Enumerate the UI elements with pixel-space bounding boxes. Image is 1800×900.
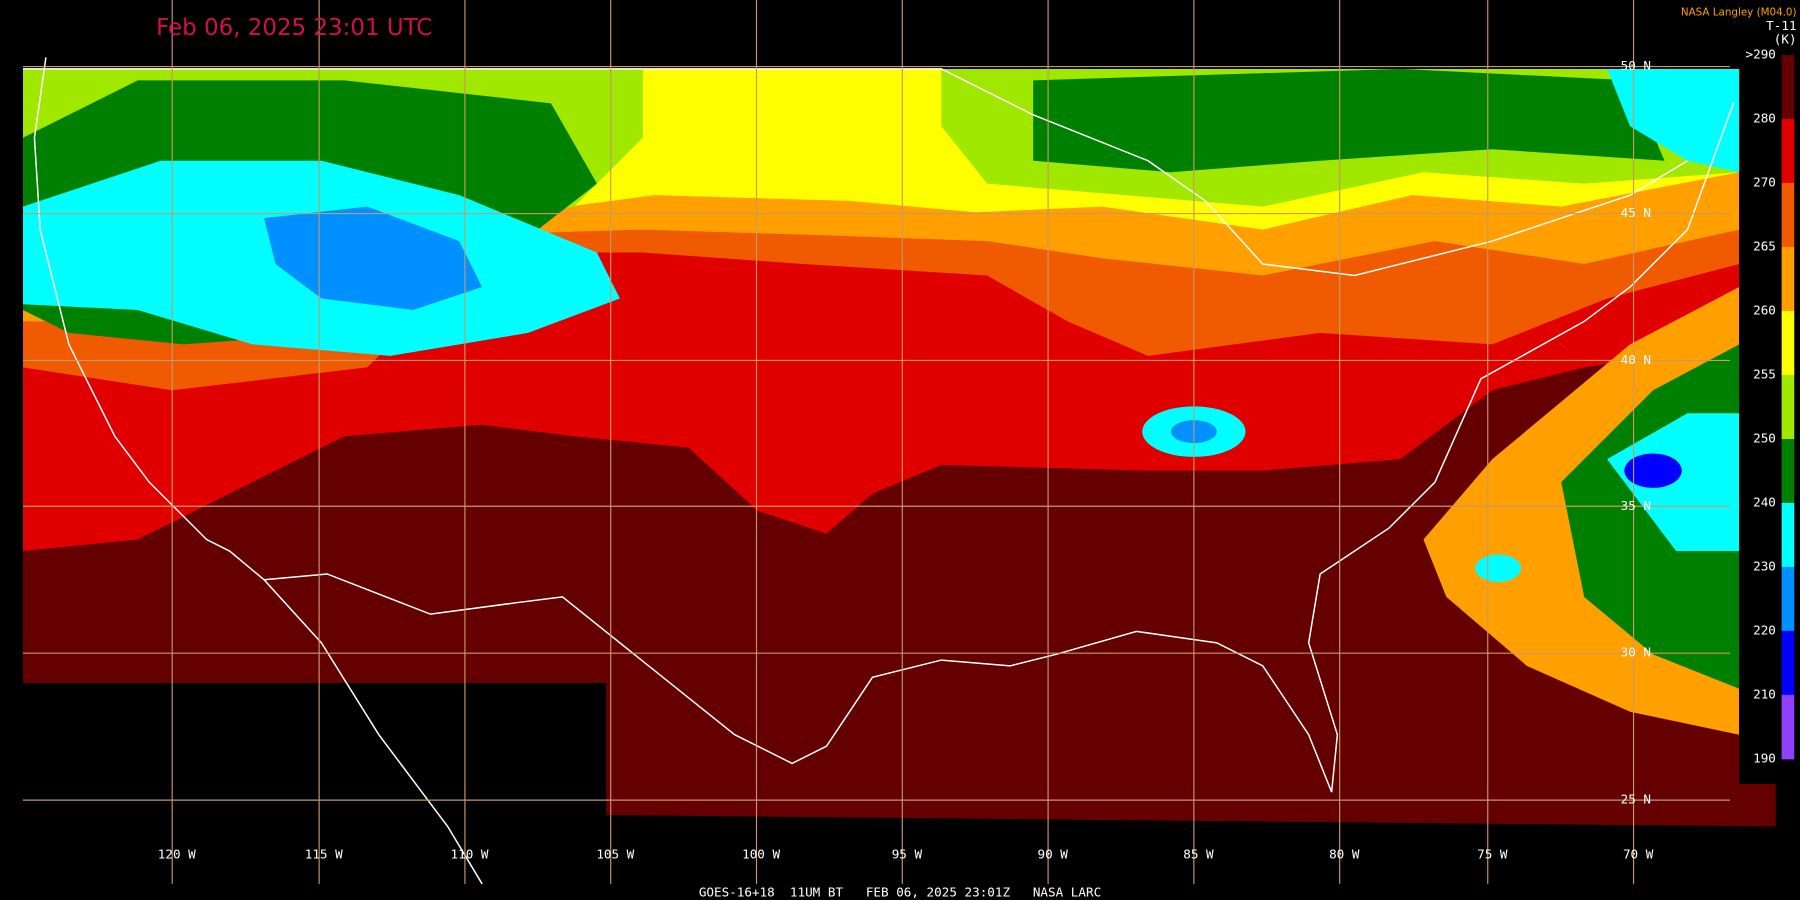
latitude-label: 40 N [1621, 352, 1651, 367]
credit: NASA Langley (M04.0) [1681, 7, 1797, 19]
colorbar-segment [1781, 183, 1795, 248]
border [263, 103, 1735, 793]
latitude-label: 45 N [1621, 205, 1651, 220]
longitude-label: 85 W [1183, 847, 1214, 862]
latitude-label: 50 N [1621, 58, 1651, 73]
longitude-label: 120 W [158, 847, 196, 862]
colorbar-label: 220 [1753, 622, 1776, 637]
longitude-label: 75 W [1477, 847, 1508, 862]
colorbar-segment [1781, 694, 1795, 760]
colorbar-label: 240 [1753, 494, 1776, 509]
longitude-label: 100 W [742, 847, 780, 862]
blue-area [1624, 453, 1682, 488]
longitude-label: 105 W [596, 847, 634, 862]
longitude-label: 90 W [1037, 847, 1068, 862]
border [22, 68, 1688, 277]
colorbar-segment [1781, 374, 1795, 440]
colorbar-segment [1781, 310, 1795, 376]
colorbar-label: 255 [1753, 366, 1776, 381]
graticule [22, 0, 1730, 884]
colorbar-segment [1781, 502, 1795, 568]
longitude-label: 80 W [1329, 847, 1360, 862]
green-area [1033, 68, 1665, 173]
colorbar-label: 260 [1753, 302, 1776, 317]
product: T-11 [1766, 18, 1796, 33]
colorbar-segment [1781, 55, 1795, 120]
blue-area [264, 206, 483, 310]
longitude-label: 115 W [305, 847, 343, 862]
colorbar-label: 280 [1753, 111, 1776, 126]
colorbar-label: 190 [1753, 750, 1776, 765]
colorbar-label: >290 [1746, 47, 1776, 62]
colorbar-label: 250 [1753, 430, 1776, 445]
colorbar-segment [1781, 119, 1795, 184]
colorbar-segment [1781, 566, 1795, 632]
latitude-label: 25 N [1621, 792, 1651, 807]
colorbar-segment [1781, 247, 1795, 312]
unit: (K) [1774, 32, 1797, 47]
footer: GOES-16+18 11UM BT FEB 06, 2025 23:01Z N… [699, 885, 1101, 900]
longitude-label: 95 W [892, 847, 923, 862]
labels: 120 W 115 W 110 W 105 W 100 W 95 W 90 W 85 W 80 … [158, 58, 1654, 862]
colorbar-label: 270 [1753, 175, 1776, 190]
cyan-area [1475, 554, 1522, 583]
longitude-label: 70 W [1623, 847, 1654, 862]
coastline [33, 57, 483, 885]
cyan-area [1607, 68, 1740, 173]
colorbar-label: 210 [1753, 686, 1776, 701]
colorbar: >290 280 270 265 260 255 250 240 230 220 210 190 [1746, 47, 1795, 765]
colorbar-segment [1781, 438, 1795, 504]
colorbar-label: 265 [1753, 239, 1776, 254]
longitude-label: 110 W [451, 847, 489, 862]
latitude-label: 30 N [1621, 645, 1651, 660]
latitude-label: 35 N [1621, 498, 1651, 513]
timestamp: Feb 06, 2025 23:01 UTC [156, 15, 432, 41]
colorbar-segment [1781, 630, 1795, 696]
colorbar-label: 230 [1753, 558, 1776, 573]
